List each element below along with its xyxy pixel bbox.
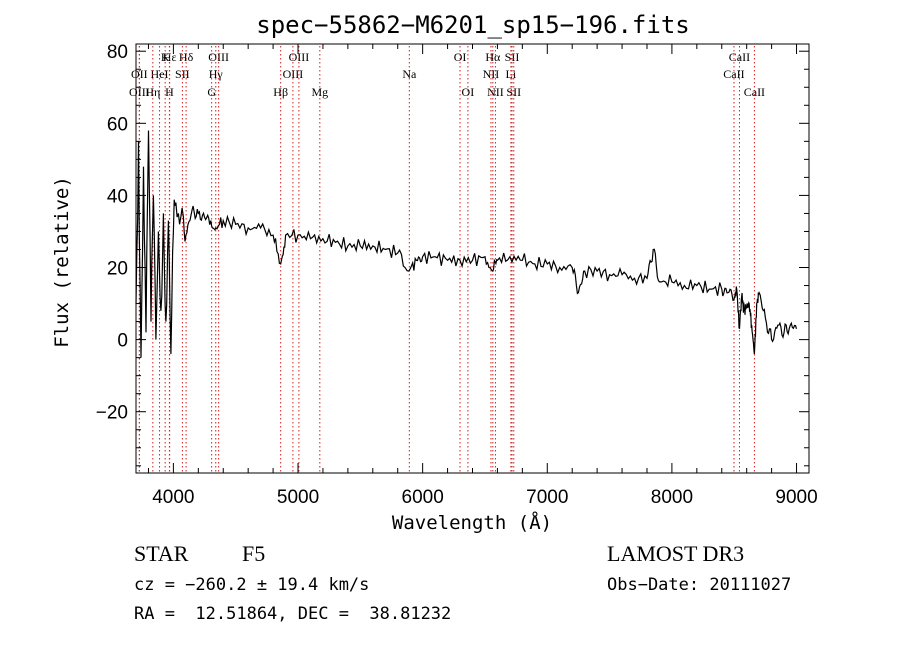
x-tick-label: 4000 [152,487,194,508]
chart-title: spec−55862−M6201_sp15−196.fits [256,11,689,39]
line-label: SII [175,67,190,81]
x-tick-label: 9000 [775,487,817,508]
obs-date: Obs−Date: 20111027 [607,575,792,595]
line-label: Hα [485,50,501,64]
coordinates: RA = 12.51864, DEC = 38.81232 [134,604,452,624]
spectrum-chart: spec−55862−M6201_sp15−196.fits KHε Hδ OIII… [51,11,818,534]
line-label: Hη [145,85,160,99]
line-label: OI [454,50,467,64]
line-label: Hε [163,50,177,64]
line-label: Mg [311,85,328,99]
line-label: Hβ [273,85,288,99]
line-label: NII [483,67,500,81]
y-tick-label: −20 [96,403,128,424]
line-label: OIII [208,50,229,64]
line-label: CaII [729,50,750,64]
line-label: OIII [289,50,310,64]
object-subclass: F5 [242,541,266,566]
y-axis: −20 0 20 40 60 80 [96,42,809,467]
line-label: CaII [744,85,765,99]
x-axis: 4000 5000 6000 7000 8000 9000 [147,44,818,508]
line-label: SII [506,85,521,99]
line-label: OI [462,85,475,99]
line-label: Hδ [179,50,194,64]
survey-name: LAMOST DR3 [607,541,745,566]
line-label: Na [402,67,417,81]
y-tick-label: 20 [107,259,128,280]
line-label: G [207,85,216,99]
object-class: STAR [134,541,189,566]
redshift-value: cz = −260.2 ± 19.4 km/s [134,575,370,595]
line-label: OIII [283,67,304,81]
spectrum-line [135,130,798,358]
line-label: SII [505,50,520,64]
y-axis-label: Flux (relative) [51,176,73,348]
line-label: CaII [723,67,744,81]
line-label: OIII [129,85,150,99]
y-tick-label: 60 [107,114,128,135]
line-label: K [161,50,170,64]
line-label: NII [487,85,504,99]
line-label: Li [506,67,517,81]
y-tick-label: 40 [107,186,128,207]
x-tick-label: 6000 [402,487,444,508]
line-label: H [165,85,174,99]
y-tick-label: 80 [107,42,128,63]
x-axis-label: Wavelength (Å) [392,511,552,534]
x-tick-label: 5000 [277,487,319,508]
y-tick-label: 0 [117,331,128,352]
line-label: HeI [151,67,169,81]
line-label: Hγ [209,67,224,81]
x-tick-label: 8000 [651,487,693,508]
x-tick-label: 7000 [526,487,568,508]
